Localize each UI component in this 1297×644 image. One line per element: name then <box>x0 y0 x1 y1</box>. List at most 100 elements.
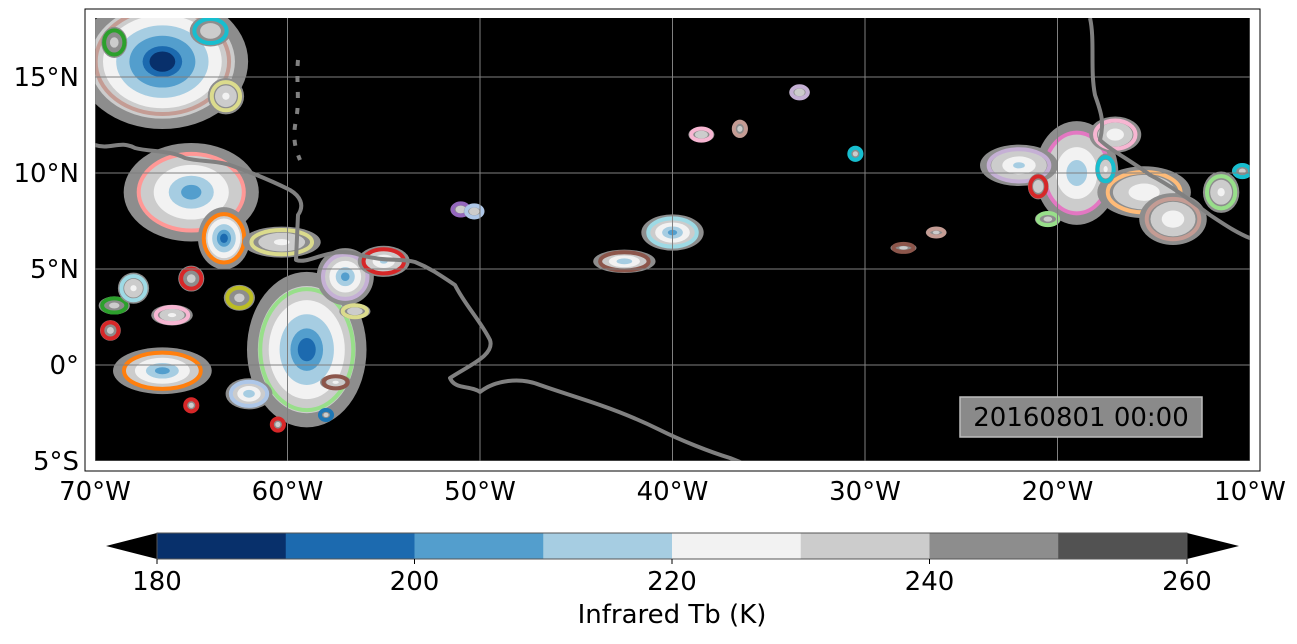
cloud-system <box>1095 153 1117 185</box>
tb-contour-fill <box>616 258 633 265</box>
cloud-outline <box>598 250 651 273</box>
tb-contour-fill <box>455 205 466 214</box>
cloud-outline <box>789 84 810 101</box>
cloud-outline <box>183 397 200 414</box>
cloud-outline <box>102 28 127 57</box>
tb-contour-fill <box>1238 168 1246 174</box>
tb-contour-fill <box>332 380 339 384</box>
colorbar-tick-label: 220 <box>647 567 697 597</box>
colorbar-segment <box>543 533 673 559</box>
colorbar-extend-low <box>106 533 157 559</box>
cloud-outline <box>891 241 916 254</box>
cloud-system <box>1027 173 1049 200</box>
cloud-outline <box>100 320 121 341</box>
cloud-system <box>317 407 335 422</box>
lon-tick-label: 60°W <box>252 477 324 507</box>
cloud-outline <box>1093 118 1138 151</box>
colorbar-tick-label: 260 <box>1162 567 1212 597</box>
cloud-system <box>1231 163 1250 180</box>
lat-tick-label: 10°N <box>13 159 79 189</box>
tb-contour-fill <box>154 367 170 375</box>
tb-contour-fill <box>852 151 858 157</box>
cloud-system <box>731 119 748 138</box>
cloud-layer <box>95 18 1250 433</box>
cloud-outline <box>1204 174 1238 211</box>
cloud-outline <box>153 305 191 326</box>
tb-contour-fill <box>188 402 194 408</box>
tb-contour-fill <box>186 274 196 283</box>
tb-contour-fill <box>181 184 202 200</box>
cloud-system <box>98 296 130 315</box>
colorbar-tick-label: 200 <box>390 567 440 597</box>
tb-contour-fill <box>149 51 176 72</box>
tb-contour-fill <box>273 239 290 246</box>
tb-contour-fill <box>340 272 350 281</box>
cloud-outline <box>249 228 315 257</box>
colorbar-segment <box>414 533 544 559</box>
cloud-system <box>100 320 121 341</box>
colorbar-tick-label: 240 <box>905 567 955 597</box>
lat-tick-label: 15°N <box>13 63 79 93</box>
tb-contour-fill <box>167 313 177 318</box>
lon-tick-label: 50°W <box>444 477 516 507</box>
cloud-system <box>1139 193 1207 245</box>
lon-tick-label: 10°W <box>1214 477 1286 507</box>
cloud-outline <box>225 285 254 310</box>
cloud-outline <box>986 147 1052 184</box>
cloud-system <box>242 226 321 258</box>
cloud-system <box>225 378 273 410</box>
cloud-system <box>320 374 352 391</box>
lat-tick-label: 0° <box>49 351 79 381</box>
tb-contour-fill <box>1106 128 1124 141</box>
lon-tick-label: 70°W <box>59 477 131 507</box>
cloud-system <box>789 84 810 101</box>
tb-contour-fill <box>347 307 363 316</box>
cloud-outline <box>228 379 270 408</box>
cloud-system <box>178 265 205 292</box>
cloud-outline <box>689 126 714 143</box>
cloud-outline <box>317 407 335 422</box>
cloud-outline <box>464 203 485 220</box>
colorbar-segment <box>929 533 1059 559</box>
tb-contour-fill <box>106 326 114 334</box>
cloud-system <box>112 347 212 395</box>
cloud-system <box>688 126 715 143</box>
cloud-outline <box>209 80 243 113</box>
cloud-outline <box>121 350 203 391</box>
cloud-outline <box>340 303 370 320</box>
cloud-outline <box>731 119 748 138</box>
tb-contour-fill <box>694 130 708 139</box>
axis-ticks: 70°W 60°W 50°W 40°W 30°W 20°W 10°W 15°N 10°N 5°N 0… <box>13 63 1285 507</box>
tb-contour-fill <box>794 88 805 97</box>
tb-contour-fill <box>1013 162 1025 169</box>
cloud-outline <box>926 226 947 239</box>
timestamp-box: 20160801 00:00 <box>959 396 1203 438</box>
timestamp-label: 20160801 00:00 <box>973 403 1189 433</box>
cloud-system <box>223 284 255 311</box>
cloud-system <box>197 207 250 270</box>
lon-tick-label: 20°W <box>1022 477 1094 507</box>
colorbar-segment <box>672 533 802 559</box>
tb-contour-fill <box>899 246 908 250</box>
lon-tick-label: 40°W <box>637 477 709 507</box>
tb-contour-fill <box>1217 188 1225 197</box>
cloud-outline <box>847 145 864 162</box>
tb-contour-fill <box>220 233 228 243</box>
colorbar-segment <box>1058 533 1188 559</box>
tb-contour-fill <box>109 302 120 309</box>
colorbar-tick-label: 180 <box>132 567 182 597</box>
colorbar-extend-high <box>1187 533 1239 559</box>
lat-tick-label: 5°N <box>30 255 79 285</box>
cloud-system <box>1034 211 1061 228</box>
cloud-outline <box>1095 155 1116 184</box>
cloud-outline <box>136 151 246 233</box>
cloud-system <box>847 145 864 162</box>
cloud-outline <box>119 274 148 303</box>
tb-contour-fill <box>109 37 119 48</box>
tb-contour-fill <box>200 23 221 39</box>
tb-contour-fill <box>932 230 940 235</box>
cloud-system <box>316 248 374 306</box>
cloud-system <box>925 226 947 239</box>
cloud-system <box>269 416 286 433</box>
